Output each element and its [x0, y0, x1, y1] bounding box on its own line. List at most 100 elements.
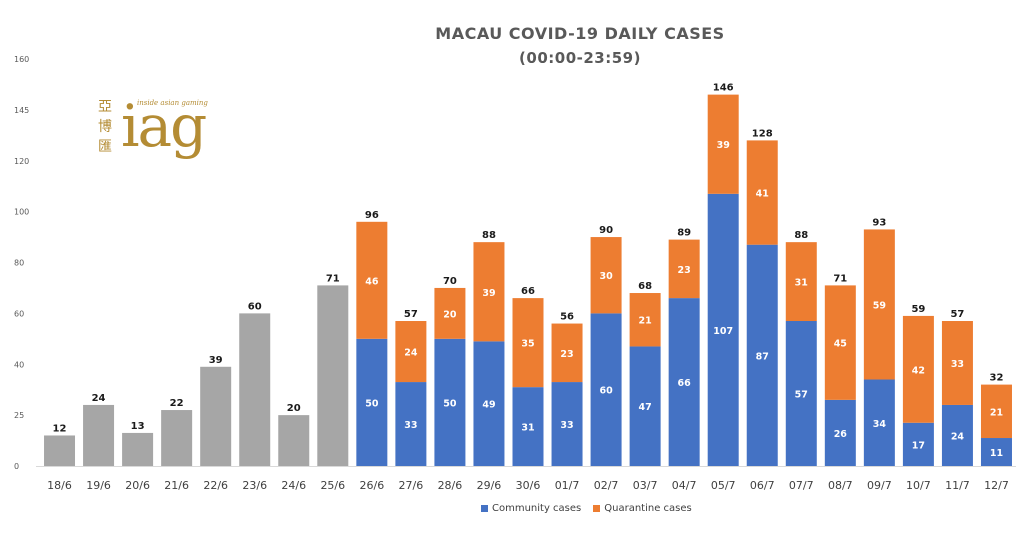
data-label-total: 128 — [752, 128, 773, 139]
bar-group: 13 — [122, 421, 154, 466]
logo-wordmark: iag — [121, 92, 207, 160]
x-tick-label: 27/6 — [399, 479, 424, 492]
bar-community — [785, 321, 817, 466]
x-tick-label: 22/6 — [203, 479, 228, 492]
data-label-total: 70 — [443, 276, 457, 287]
data-label-community: 57 — [795, 390, 808, 401]
data-label-total: 57 — [404, 309, 418, 320]
data-label-quarantine: 35 — [521, 339, 534, 350]
legend-item-community: Community cases — [481, 503, 581, 514]
data-label-total: 22 — [170, 398, 184, 409]
data-label-quarantine: 39 — [482, 288, 495, 299]
x-tick-label: 19/6 — [86, 479, 111, 492]
bar-quarantine — [512, 298, 544, 388]
data-label-total: 39 — [209, 355, 223, 366]
data-label-total: 13 — [131, 421, 145, 432]
data-label-total: 88 — [482, 230, 496, 241]
data-label-total: 90 — [599, 225, 613, 236]
y-tick-label: 25 — [14, 411, 24, 420]
bar-total-only — [200, 366, 232, 466]
data-label-community: 50 — [365, 398, 379, 409]
x-tick-label: 23/6 — [242, 479, 267, 492]
data-label-community: 49 — [482, 400, 495, 411]
x-tick-label: 28/6 — [438, 479, 463, 492]
data-label-total: 89 — [677, 228, 691, 239]
bar-community — [629, 346, 661, 466]
data-label-community: 11 — [990, 448, 1003, 459]
data-label-community: 107 — [713, 326, 733, 337]
bar-group: 33 23 56 — [551, 312, 583, 466]
x-axis: 18/6 19/6 20/6 21/6 22/6 23/6 24/6 25/6 26/6 27/6… — [36, 466, 1016, 492]
bar-group: 47 21 68 — [629, 281, 661, 466]
data-label-quarantine: 45 — [834, 339, 847, 350]
bar-group: 50 20 70 — [434, 276, 466, 466]
bar-group: 71 — [317, 273, 349, 466]
bar-community — [668, 298, 700, 466]
bar-group: 66 23 89 — [668, 228, 700, 466]
bar-total-only — [317, 285, 349, 466]
bar-group: 50 46 96 — [356, 210, 388, 466]
data-label-quarantine: 21 — [639, 316, 652, 327]
bar-total-only — [122, 432, 154, 466]
bar-group: 33 24 57 — [395, 309, 427, 466]
y-tick-label: 120 — [14, 157, 29, 166]
chart-title: MACAU COVID-19 DAILY CASES — [435, 24, 725, 43]
bar-total-only — [161, 410, 193, 466]
data-label-quarantine: 31 — [795, 278, 808, 289]
bar-community — [551, 382, 583, 466]
data-label-quarantine: 41 — [756, 189, 769, 200]
data-label-community: 33 — [560, 420, 573, 431]
iag-logo: 亞 博 匯 inside asian gaming iag — [95, 92, 225, 175]
y-axis: 0 25 40 60 80 100 120 145 160 — [14, 55, 29, 471]
bar-group: 17 42 59 — [902, 304, 934, 466]
bar-community — [707, 193, 739, 466]
data-label-total: 20 — [287, 403, 301, 414]
x-tick-label: 08/7 — [828, 479, 853, 492]
bar-community — [473, 341, 505, 466]
bar-quarantine — [434, 287, 466, 339]
y-tick-label: 40 — [14, 360, 24, 369]
bar-total-only — [83, 404, 115, 466]
data-label-quarantine: 33 — [951, 359, 964, 370]
bar-community — [434, 338, 466, 466]
data-label-total: 59 — [911, 304, 925, 315]
data-label-community: 47 — [639, 402, 652, 413]
bar-quarantine — [590, 237, 622, 314]
bar-community — [746, 244, 778, 466]
logo-tagline: inside asian gaming — [137, 99, 208, 107]
data-label-total: 71 — [326, 273, 340, 284]
x-tick-label: 30/6 — [516, 479, 541, 492]
data-label-quarantine: 20 — [443, 309, 457, 320]
bar-quarantine — [824, 285, 856, 400]
bar-group: 22 — [161, 398, 193, 466]
x-tick-label: 05/7 — [711, 479, 736, 492]
x-tick-label: 04/7 — [672, 479, 697, 492]
logo-cjk: 亞 博 匯 — [98, 99, 112, 155]
bar-community — [980, 438, 1012, 466]
x-tick-label: 20/6 — [125, 479, 150, 492]
y-tick-label: 60 — [14, 309, 24, 318]
data-label-total: 24 — [92, 393, 106, 404]
y-tick-label: 0 — [14, 462, 19, 471]
bar-group: 60 — [239, 301, 271, 466]
data-label-quarantine: 21 — [990, 407, 1003, 418]
bar-group: 24 33 57 — [941, 309, 973, 466]
data-label-total: 57 — [950, 309, 964, 320]
data-label-total: 12 — [53, 423, 67, 434]
x-tick-label: 21/6 — [164, 479, 189, 492]
bar-quarantine — [668, 239, 700, 299]
bar-quarantine — [980, 384, 1012, 439]
x-tick-label: 02/7 — [594, 479, 619, 492]
bar-quarantine — [356, 221, 388, 339]
bar-quarantine — [941, 321, 973, 405]
data-label-quarantine: 42 — [912, 365, 925, 376]
x-tick-label: 18/6 — [47, 479, 72, 492]
x-tick-label: 10/7 — [906, 479, 931, 492]
y-tick-label: 80 — [14, 259, 24, 268]
bar-quarantine — [863, 229, 895, 380]
bar-group: 87 41 128 — [746, 128, 778, 466]
bar-total-only — [278, 415, 310, 466]
bar-quarantine — [629, 293, 661, 347]
data-label-community: 33 — [404, 420, 417, 431]
